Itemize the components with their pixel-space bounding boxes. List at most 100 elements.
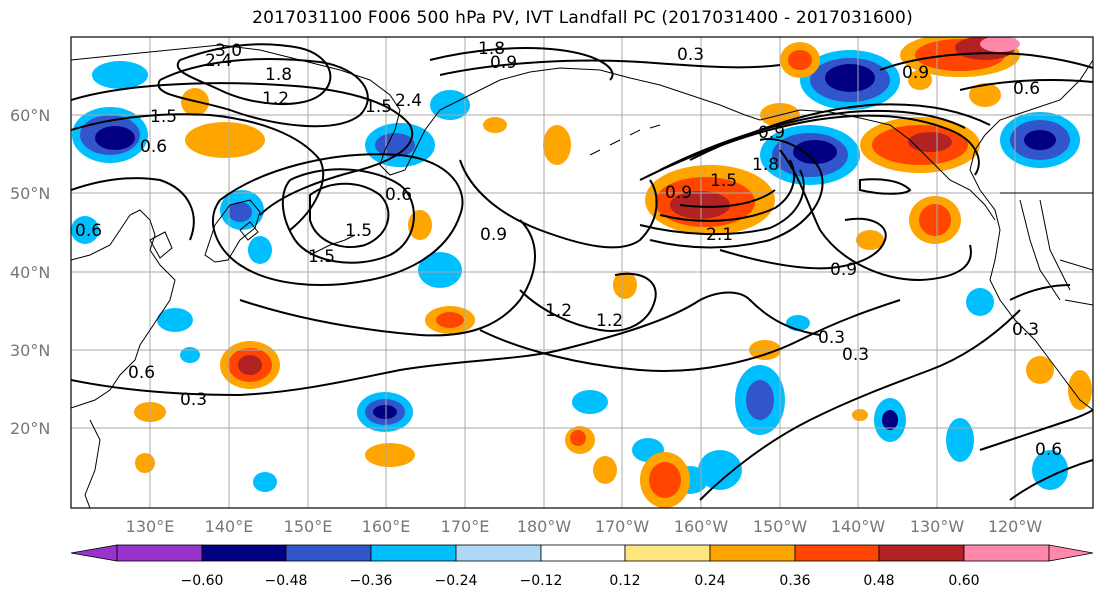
colorbar-tick-label: −0.48 [265,573,308,589]
contour-label: 1.8 [265,65,292,85]
colorbar-swatch [963,544,1050,562]
contour-label: 0.9 [758,123,785,143]
anomaly-negative [746,380,774,420]
colorbar-swatch [624,544,711,562]
anomaly-positive [980,37,1020,52]
contour-line [157,58,369,128]
anomaly-positive [570,430,586,446]
colorbar-swatch [878,544,965,562]
contour-label: 3.0 [215,41,242,61]
anomaly-negative [1024,130,1056,150]
colorbar-tick-label: 0.60 [948,573,979,589]
contour-line [211,153,464,286]
colorbar-swatch [116,544,203,562]
longitude-labels: 130°E 140°E 150°E 160°E 170°E 180°W 170°… [126,517,1043,536]
anomaly-positive [135,453,155,473]
contour-label: 1.2 [262,89,289,109]
contour-label: 0.9 [490,53,517,73]
lon-label: 140°E [205,517,254,536]
contour-line [459,159,658,249]
contour-line [71,82,413,216]
anomaly-positive [408,210,432,240]
contour-line [309,182,390,248]
contour-line [659,109,966,171]
lon-label: 180°W [517,517,572,536]
lon-label: 140°W [831,517,886,536]
contour-label: 0.3 [818,328,845,348]
anomaly-positive [649,462,681,498]
colorbar-extend-high [1048,544,1094,562]
anomaly-positive [365,443,415,467]
colorbar-swatch [285,544,372,562]
contour-label: 0.6 [385,185,412,205]
anomaly-negative [966,288,994,316]
map-frame [70,36,1094,509]
contour-label: 1.5 [308,247,335,267]
lon-label: 130°E [126,517,175,536]
coastline-japan [204,199,261,263]
anomaly-negative [95,126,135,150]
anomaly-positive [788,50,812,70]
colorbar-tick-label: 0.36 [779,573,810,589]
border-us-mexico [1064,299,1093,306]
contour-line [779,149,972,282]
coastlines [71,44,1093,508]
coastline-asia [71,209,176,409]
contour-label: 1.5 [150,107,177,127]
coastline-kuril [309,234,356,256]
coastline-korea [149,231,173,259]
lon-label: 150°W [753,517,808,536]
contour-line [659,159,796,222]
anomaly-positive [969,83,1001,107]
contour-line [429,47,614,81]
colorbar-tick-label: 0.12 [609,573,640,589]
colorbar-extend-low [70,544,118,562]
lon-label: 170°W [595,517,650,536]
contour-label: 1.8 [478,39,505,59]
anomaly-negative [180,347,200,363]
coastline-north-pacific [71,44,996,221]
lon-label: 150°E [284,517,333,536]
lon-label: 130°W [910,517,965,536]
contour-label: 1.5 [710,171,737,191]
contour-label: 1.5 [345,221,372,241]
contour-label: 0.6 [75,221,102,241]
graticule [71,37,1093,508]
anomaly-negative [92,61,148,89]
anomaly-positive [593,456,617,484]
anomaly-positive [436,312,464,328]
contour-line [1009,284,1071,301]
anomaly-negative [882,410,898,430]
colorbar-tick-label: −0.24 [435,573,478,589]
contour-line [699,291,821,336]
colorbar-swatch [201,544,287,562]
anomaly-negative [786,315,810,331]
colorbar-tick-label: −0.60 [181,573,224,589]
contour-label: 0.9 [665,183,692,203]
border-state [1059,259,1093,271]
anomaly-negative [71,216,99,244]
lat-label: 40°N [10,263,50,282]
contour-label: 0.6 [128,363,155,383]
contour-label: 2.1 [706,225,733,245]
contour-label: 0.6 [1013,79,1040,99]
contour-line [439,59,781,76]
anomaly-positive [919,204,951,236]
lon-label: 120°W [988,517,1043,536]
lat-label: 30°N [10,341,50,360]
contour-label: 0.6 [140,137,167,157]
colorbar: −0.60 −0.48 −0.36 −0.24 −0.12 0.12 0.24 … [70,544,1094,589]
lon-label: 170°E [441,517,490,536]
anomaly-positive [670,191,730,219]
anomaly-positive [483,117,507,133]
anomaly-negative [418,252,462,288]
lon-label: 160°W [674,517,729,536]
colorbar-swatch [455,544,542,562]
contour-label: 0.3 [677,45,704,65]
anomaly-positive [852,409,868,421]
contour-line [239,219,536,337]
contour-line [71,299,701,397]
colorbar-swatch [540,544,626,562]
anomaly-positive [543,125,571,165]
